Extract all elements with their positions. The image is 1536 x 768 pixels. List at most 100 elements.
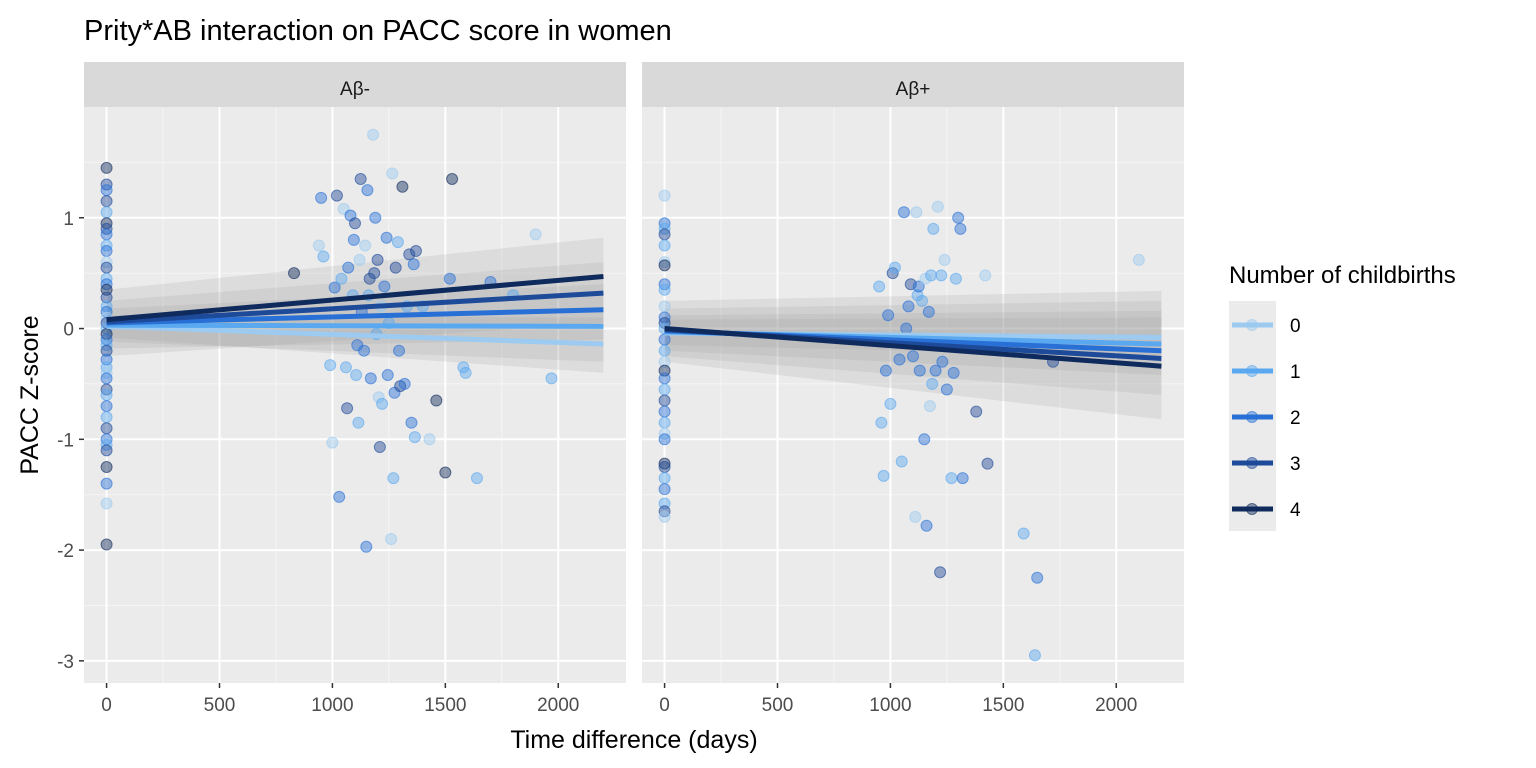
legend-label: 2 — [1290, 408, 1301, 429]
data-point — [100, 261, 113, 274]
data-point — [335, 272, 348, 285]
data-point — [1132, 253, 1145, 266]
data-point — [381, 369, 394, 382]
data-point — [371, 253, 384, 266]
data-point — [658, 383, 671, 396]
data-point — [350, 369, 363, 382]
panel-background — [84, 107, 626, 683]
x-tick-label: 1500 — [424, 695, 466, 716]
data-point — [884, 397, 897, 410]
data-point — [288, 267, 301, 280]
data-point — [940, 383, 953, 396]
data-point — [926, 377, 939, 390]
data-point — [360, 540, 373, 553]
data-point — [100, 245, 113, 257]
data-point — [658, 283, 671, 296]
x-tick-label: 1000 — [311, 695, 353, 716]
data-point — [341, 402, 354, 415]
x-axis-title: Time difference (days) — [510, 726, 757, 754]
data-point — [387, 472, 400, 485]
data-point — [918, 433, 931, 446]
data-point — [895, 455, 908, 468]
x-tick-label: 2000 — [1095, 695, 1137, 716]
facet-strip — [84, 62, 626, 107]
data-point — [100, 344, 113, 357]
data-point — [353, 253, 366, 266]
data-point — [658, 416, 671, 429]
data-point — [361, 184, 374, 197]
data-point — [945, 472, 958, 485]
data-point — [979, 269, 992, 282]
data-point — [658, 355, 671, 368]
data-point — [398, 377, 411, 390]
data-point — [935, 269, 948, 282]
data-point — [882, 309, 895, 322]
data-point — [389, 261, 402, 274]
data-point — [922, 305, 935, 318]
facet-strip-label: Aβ+ — [896, 79, 931, 100]
data-point — [658, 405, 671, 418]
data-point — [873, 280, 886, 293]
data-point — [407, 258, 420, 271]
fit-line-0 — [106, 323, 604, 347]
data-point — [352, 416, 365, 429]
data-point — [368, 267, 381, 280]
data-point — [970, 405, 983, 418]
data-point — [369, 211, 382, 224]
data-point — [376, 397, 389, 410]
data-point — [100, 389, 113, 401]
fit-line-2 — [106, 307, 604, 326]
data-point — [446, 173, 459, 185]
data-point — [470, 472, 483, 485]
x-tick-label: 0 — [659, 695, 670, 716]
data-point — [925, 269, 938, 282]
fit-line-4 — [664, 326, 1162, 369]
data-point — [916, 294, 929, 307]
data-point — [100, 291, 113, 304]
data-point — [459, 366, 472, 379]
data-point — [936, 355, 949, 368]
data-point — [100, 461, 113, 473]
data-point — [658, 461, 671, 473]
data-point — [1028, 649, 1041, 662]
data-point — [658, 472, 671, 485]
data-point — [1031, 571, 1044, 584]
data-point — [100, 228, 113, 241]
facet-strip-label: Aβ- — [340, 79, 370, 100]
data-point — [405, 416, 418, 429]
legend-label: 3 — [1290, 454, 1301, 475]
data-point — [919, 272, 932, 285]
chart-title: Prity*AB interaction on PACC score in wo… — [84, 15, 672, 47]
x-tick-label: 2000 — [537, 695, 579, 716]
data-point — [354, 173, 367, 185]
data-point — [100, 400, 113, 413]
data-point — [658, 483, 671, 496]
fit-line-3 — [106, 290, 604, 325]
data-point — [938, 253, 951, 266]
data-point — [897, 206, 910, 219]
data-point — [929, 364, 942, 377]
data-point — [900, 322, 913, 335]
panel-abeta-negative: Aβ- 0 500 1000 1500 2000 -3 -2 -1 0 1 — [57, 62, 626, 716]
panel-abeta-positive: Aβ+ 0 500 1000 1500 2000 — [642, 62, 1184, 716]
data-point — [529, 228, 542, 241]
data-point — [920, 519, 933, 532]
data-point — [100, 411, 113, 424]
data-point — [396, 180, 409, 193]
data-point — [333, 490, 346, 503]
data-point — [907, 350, 919, 363]
data-point — [100, 538, 113, 551]
legend-label: 0 — [1290, 316, 1301, 337]
data-point — [378, 280, 391, 293]
legend-key-point — [1246, 503, 1258, 515]
data-point — [373, 441, 386, 454]
data-point — [100, 444, 113, 457]
data-point — [658, 228, 671, 241]
data-point — [385, 533, 398, 545]
legend-key-point — [1246, 411, 1258, 423]
panel-background — [642, 107, 1184, 683]
x-tick-label: 1000 — [869, 695, 911, 716]
data-point — [439, 466, 452, 479]
data-point — [947, 366, 960, 379]
